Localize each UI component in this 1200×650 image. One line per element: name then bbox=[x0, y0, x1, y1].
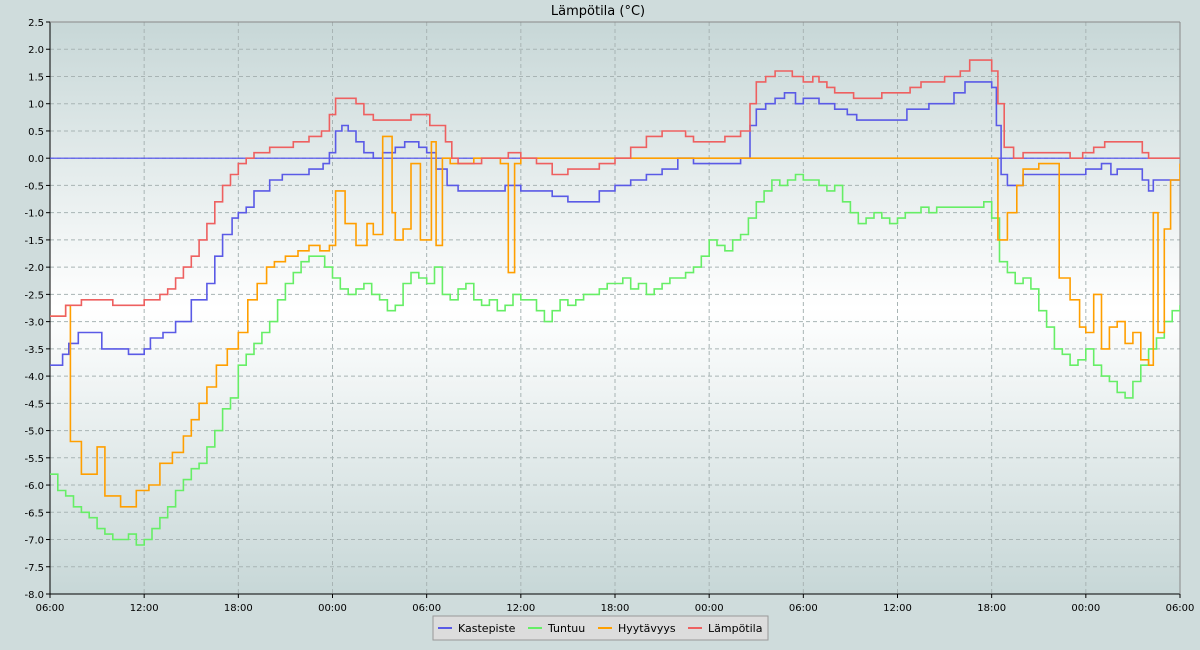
y-tick-label: -1.5 bbox=[24, 236, 44, 247]
x-tick-label: 00:00 bbox=[695, 603, 724, 614]
series-line-0 bbox=[50, 81, 1180, 366]
legend-label: Kastepiste bbox=[458, 622, 516, 635]
y-tick-label: -0.5 bbox=[24, 181, 44, 192]
y-tick-label: -3.0 bbox=[24, 318, 44, 329]
y-tick-label: -5.5 bbox=[24, 454, 44, 465]
x-tick-label: 12:00 bbox=[130, 603, 159, 614]
x-tick-label: 00:00 bbox=[318, 603, 347, 614]
y-tick-label: -8.0 bbox=[24, 590, 44, 601]
legend-label: Lämpötila bbox=[708, 622, 762, 635]
y-tick-label: -4.5 bbox=[24, 399, 44, 410]
x-tick-label: 00:00 bbox=[1071, 603, 1100, 614]
x-tick-label: 18:00 bbox=[224, 603, 253, 614]
series-line-2 bbox=[50, 135, 1180, 508]
y-tick-label: -7.0 bbox=[24, 536, 44, 547]
legend: Kastepiste Tuntuu Hyytävyys Lämpötila bbox=[432, 615, 769, 641]
x-tick-label: 18:00 bbox=[977, 603, 1006, 614]
y-tick-label: 1.5 bbox=[28, 72, 44, 83]
y-tick-label: -2.5 bbox=[24, 290, 44, 301]
y-tick-label: -6.5 bbox=[24, 508, 44, 519]
axes: -8.0 -7.5 -7.0 -6.5 -6.0 -5.5 -5.0 -4.5 -4.0 -3.5… bbox=[24, 18, 1194, 614]
x-tick-label: 06:00 bbox=[789, 603, 818, 614]
y-tick-label: -4.0 bbox=[24, 372, 44, 383]
legend-label: Tuntuu bbox=[547, 622, 585, 635]
y-tick-label: -6.0 bbox=[24, 481, 44, 492]
x-tick-label: 06:00 bbox=[36, 603, 65, 614]
x-tick-label: 06:00 bbox=[412, 603, 441, 614]
y-tick-label: 1.0 bbox=[28, 100, 44, 111]
x-tick-label: 18:00 bbox=[601, 603, 630, 614]
y-tick-label: -5.0 bbox=[24, 427, 44, 438]
legend-label: Hyytävyys bbox=[618, 622, 676, 635]
series-line-1 bbox=[50, 173, 1180, 546]
x-tick-label: 12:00 bbox=[883, 603, 912, 614]
series-line-3 bbox=[50, 59, 1180, 317]
y-tick-label: 0.5 bbox=[28, 127, 44, 138]
x-tick-label: 06:00 bbox=[1166, 603, 1195, 614]
y-tick-label: -3.5 bbox=[24, 345, 44, 356]
y-tick-label: 2.5 bbox=[28, 18, 44, 29]
chart-title: Lämpötila (°C) bbox=[551, 4, 645, 19]
x-tick-label: 12:00 bbox=[506, 603, 535, 614]
series-layer bbox=[50, 59, 1180, 546]
y-tick-label: 2.0 bbox=[28, 45, 44, 56]
y-tick-label: -2.0 bbox=[24, 263, 44, 274]
y-tick-label: 0.0 bbox=[28, 154, 44, 165]
y-tick-label: -1.0 bbox=[24, 209, 44, 220]
y-tick-label: -7.5 bbox=[24, 563, 44, 574]
